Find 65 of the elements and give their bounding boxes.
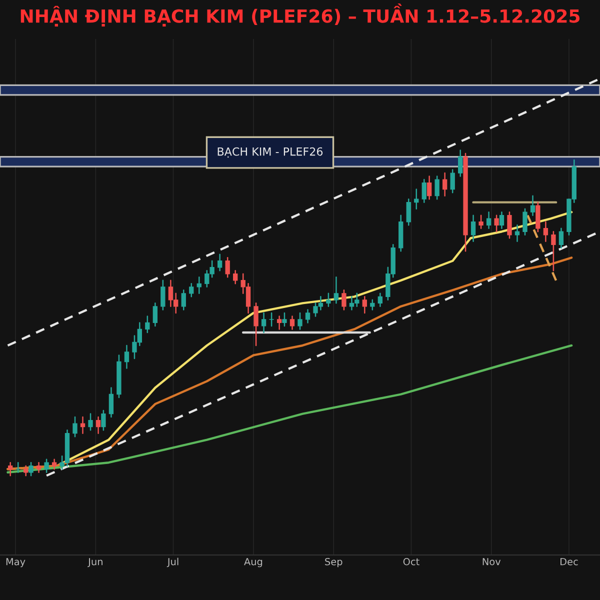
candlestick xyxy=(152,302,158,327)
candlestick xyxy=(530,195,536,216)
candlestick xyxy=(282,312,287,327)
candlestick xyxy=(551,230,556,272)
candlestick xyxy=(145,316,150,334)
candlestick xyxy=(422,178,426,203)
candlestick xyxy=(101,410,106,431)
candlestick xyxy=(108,387,114,418)
candlestick xyxy=(426,176,432,200)
candlestick xyxy=(225,257,230,278)
x-tick-label: Dec xyxy=(560,558,578,566)
chart-title: NHẬN ĐỊNH BẠCH KIM (PLEF26) – TUẦN 1.12–5.12.2025 xyxy=(20,4,580,26)
candlestick xyxy=(276,316,282,330)
candlestick xyxy=(342,290,346,310)
candlestick xyxy=(305,309,310,324)
candlestick xyxy=(507,211,512,239)
candlestick xyxy=(72,416,78,438)
x-tick-label: Sep xyxy=(325,558,342,568)
candlestick xyxy=(470,214,476,242)
candlestick xyxy=(189,283,194,298)
candlestick xyxy=(8,462,13,476)
x-tick-label: Oct xyxy=(403,558,420,566)
candlestick xyxy=(458,150,463,177)
candlestick xyxy=(499,211,504,229)
candlestick xyxy=(290,316,295,330)
candlestick xyxy=(442,172,448,196)
candlestick xyxy=(217,254,222,272)
candlestick xyxy=(543,221,548,242)
candlestick xyxy=(160,280,166,310)
candlestick xyxy=(16,462,20,473)
candlestick xyxy=(486,211,492,229)
candlestick xyxy=(261,312,266,334)
candlestick xyxy=(254,302,258,346)
candlestick xyxy=(36,462,42,473)
candlestick xyxy=(326,292,331,308)
candlestick xyxy=(233,270,238,284)
candlestick xyxy=(370,299,375,310)
annotation: BẠCH KIM - PLEF26 xyxy=(218,147,323,158)
candlestick xyxy=(362,296,367,314)
x-tick-label: Aug xyxy=(244,558,262,568)
x-tick-label: Jun xyxy=(88,558,102,568)
candlestick xyxy=(124,344,130,369)
x-tick-label: May xyxy=(6,558,26,568)
candlestick xyxy=(88,413,93,431)
candlestick xyxy=(80,416,86,434)
candlestick xyxy=(522,208,528,236)
candlestick xyxy=(378,292,383,308)
candlestick xyxy=(196,276,202,294)
candlestick xyxy=(269,312,274,327)
candlestick xyxy=(96,416,101,434)
candlestick xyxy=(434,176,440,200)
candlestick xyxy=(181,290,186,310)
candlestick xyxy=(494,214,499,232)
candlestick xyxy=(536,202,540,232)
candlestick xyxy=(450,169,455,194)
candlestick xyxy=(334,276,339,304)
x-tick-label: Nov xyxy=(482,558,501,566)
candlestick xyxy=(28,462,34,476)
x-tick-label: Jul xyxy=(166,558,178,568)
candlestick xyxy=(406,198,411,226)
candlestick xyxy=(414,188,419,210)
candlestick xyxy=(478,214,484,229)
candlestick xyxy=(298,312,302,330)
candlestick xyxy=(558,228,564,248)
candlestick xyxy=(44,458,49,473)
